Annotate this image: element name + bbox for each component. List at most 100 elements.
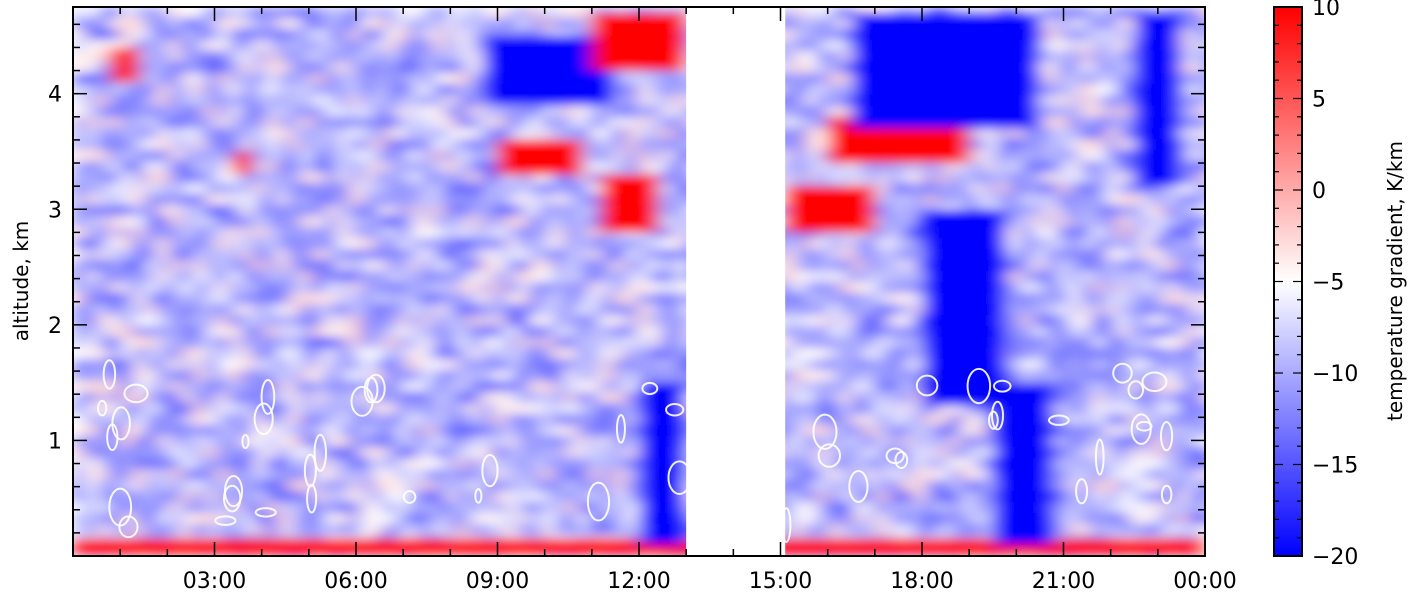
heatmap-cell	[1045, 117, 1058, 129]
heatmap-cell	[337, 359, 350, 371]
heatmap-cell	[649, 117, 662, 129]
heatmap-cell	[1057, 315, 1070, 327]
heatmap-cell	[349, 458, 362, 470]
heatmap-cell	[889, 315, 902, 327]
heatmap-cell	[229, 95, 242, 107]
heatmap-cell	[277, 359, 290, 371]
heatmap-cell	[1093, 172, 1106, 184]
heatmap-cell	[1117, 293, 1130, 305]
cloud-contour	[108, 487, 133, 527]
heatmap-cell	[361, 84, 374, 96]
heatmap-cell	[169, 425, 182, 437]
heatmap-cell	[889, 513, 902, 525]
heatmap-cell	[301, 7, 314, 19]
heatmap-cell	[133, 348, 146, 360]
heatmap-cell	[373, 216, 386, 228]
heatmap-cell	[1201, 7, 1205, 19]
heatmap-cell	[409, 7, 422, 19]
heatmap-cell	[877, 260, 890, 272]
heatmap-cell	[817, 282, 830, 294]
heatmap-cell	[637, 117, 650, 129]
heatmap-cell	[529, 238, 542, 250]
heatmap-cell	[661, 84, 674, 96]
heatmap-cell	[1117, 62, 1130, 74]
heatmap-cell	[337, 106, 350, 118]
heatmap-cell	[901, 282, 914, 294]
heatmap-cell	[589, 491, 602, 503]
heatmap-cell	[673, 227, 686, 239]
heatmap-cell	[649, 348, 662, 360]
heatmap-cell	[253, 469, 266, 481]
heatmap-cell	[121, 524, 134, 536]
heatmap-cell	[1117, 436, 1130, 448]
heatmap-cell	[265, 414, 278, 426]
heatmap-cell	[517, 403, 530, 415]
heatmap-cell	[145, 524, 158, 536]
heatmap-cell	[673, 183, 686, 195]
heatmap-cell	[1045, 216, 1058, 228]
heatmap-cell	[265, 238, 278, 250]
heatmap-cell	[1117, 73, 1130, 85]
heatmap-cell	[1165, 282, 1178, 294]
heatmap-cell	[85, 29, 98, 41]
heatmap-cell	[637, 293, 650, 305]
heatmap-cell	[205, 106, 218, 118]
heatmap-cell	[337, 337, 350, 349]
heatmap-cell	[577, 469, 590, 481]
heatmap-cell	[949, 513, 962, 525]
heatmap-cell	[97, 480, 110, 492]
heatmap-cell	[541, 359, 554, 371]
cloud-contour	[988, 410, 999, 430]
heatmap-cell	[445, 128, 458, 140]
heatmap-cell	[253, 84, 266, 96]
heatmap-cell	[1177, 425, 1190, 437]
heatmap-cell	[193, 238, 206, 250]
cloud-contour	[118, 515, 139, 539]
heatmap-cell	[553, 370, 566, 382]
heatmap-cell	[421, 425, 434, 437]
heatmap-cell	[421, 403, 434, 415]
heatmap-cell	[133, 194, 146, 206]
heatmap-cell	[1021, 205, 1034, 217]
heatmap-cell	[913, 480, 926, 492]
heatmap-cell	[625, 480, 638, 492]
heatmap-cell	[373, 150, 386, 162]
heatmap-cell	[1201, 414, 1205, 426]
heatmap-cell	[421, 194, 434, 206]
heatmap-cell	[85, 348, 98, 360]
heatmap-cell	[1021, 128, 1034, 140]
heatmap-cell	[457, 238, 470, 250]
heatmap-cell	[277, 29, 290, 41]
heatmap-cell	[613, 73, 626, 85]
heatmap-cell	[109, 227, 122, 239]
heatmap-cell	[421, 469, 434, 481]
heatmap-cell	[1117, 150, 1130, 162]
heatmap-cell	[73, 392, 86, 404]
heatmap-cell	[1033, 227, 1046, 239]
heatmap-cell	[877, 469, 890, 481]
heatmap-cell	[1105, 117, 1118, 129]
heatmap-cell	[157, 161, 170, 173]
heatmap-cell	[961, 480, 974, 492]
heatmap-cell	[841, 458, 854, 470]
heatmap-cell	[949, 414, 962, 426]
heatmap-cell	[1201, 139, 1205, 151]
heatmap-cell	[577, 447, 590, 459]
heatmap-cell	[457, 403, 470, 415]
heatmap-cell	[241, 95, 254, 107]
heatmap-cell	[169, 172, 182, 184]
heatmap-cell	[877, 227, 890, 239]
heatmap-cell	[409, 337, 422, 349]
heatmap-cell	[265, 524, 278, 536]
heatmap-cell	[241, 315, 254, 327]
heatmap-cell	[241, 18, 254, 30]
x-axis: 03:00 06:00 09:00 12:00 15:00 18:00 21:00 00:00	[119, 7, 1237, 594]
heatmap-cell	[673, 249, 686, 261]
heatmap-cell	[937, 183, 950, 195]
heatmap-cell	[121, 315, 134, 327]
heatmap-cell	[673, 326, 686, 338]
heatmap-cell	[265, 29, 278, 41]
heatmap-cell	[133, 480, 146, 492]
heatmap-cell	[85, 128, 98, 140]
heatmap-cell	[421, 139, 434, 151]
